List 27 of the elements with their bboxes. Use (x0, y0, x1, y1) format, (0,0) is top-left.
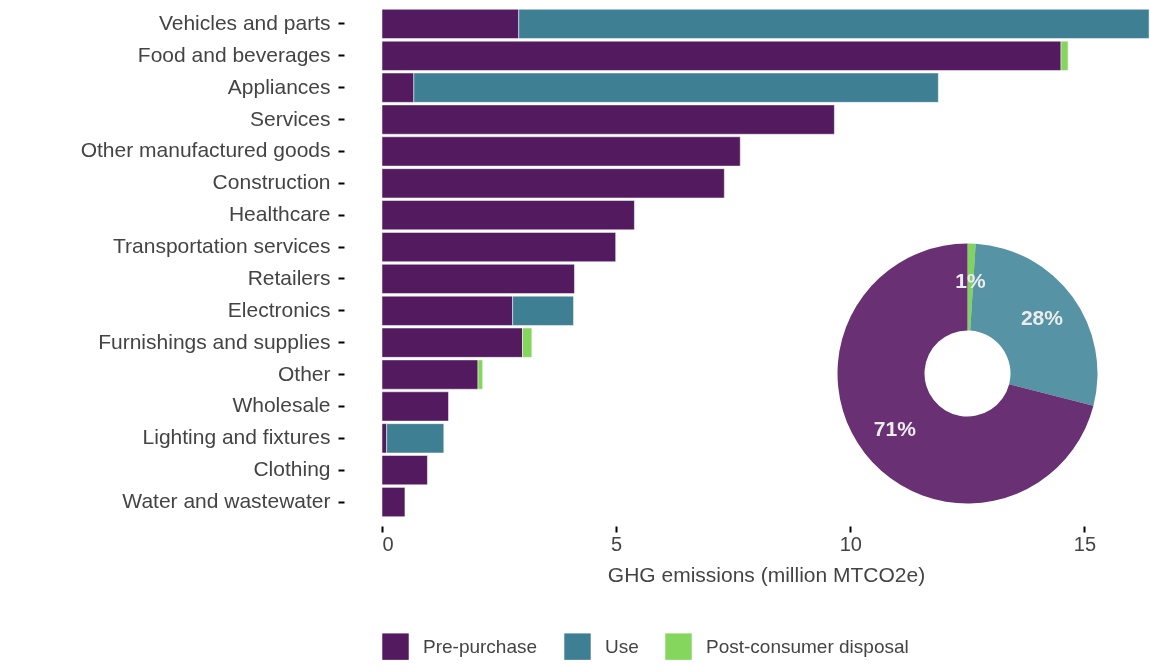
legend-label: Pre-purchase (423, 635, 538, 657)
y-tick-label: Construction (212, 170, 331, 194)
y-tick-label: Healthcare (228, 202, 331, 226)
y-tick-label: Food and beverages (137, 42, 331, 66)
x-tick-label: 10 (839, 532, 862, 555)
y-tick-label: Furnishings and supplies (98, 329, 331, 353)
y-tick-label: Other (277, 361, 331, 385)
y-tick-label: Retailers (247, 265, 331, 289)
legend-label: Use (605, 635, 639, 657)
x-tick-label: 15 (1073, 532, 1097, 555)
y-tick-label: Vehicles and parts (158, 10, 331, 34)
y-tick-label: Appliances (227, 74, 331, 98)
y-tick-label: Lighting and fixtures (142, 425, 331, 449)
y-tick-label: Services (249, 106, 331, 130)
data-label: 71% (873, 416, 917, 440)
data-label: 28% (1020, 306, 1064, 330)
x-axis-title: GHG emissions (million MTCO2e) (607, 562, 926, 586)
y-tick-label: Water and wastewater (122, 489, 331, 513)
y-tick-label: Clothing (253, 457, 331, 481)
legend-label: Post-consumer disposal (706, 635, 909, 657)
y-tick-label: Other manufactured goods (80, 138, 331, 162)
y-tick-label: Wholesale (232, 393, 331, 417)
x-tick-label: 0 (382, 532, 394, 555)
y-tick-label: Transportation services (113, 234, 331, 258)
y-tick-label: Electronics (227, 297, 331, 321)
donut-slice (837, 243, 1094, 504)
x-tick-label: 5 (611, 532, 623, 555)
